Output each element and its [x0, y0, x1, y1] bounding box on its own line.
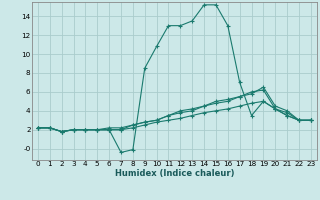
X-axis label: Humidex (Indice chaleur): Humidex (Indice chaleur): [115, 169, 234, 178]
